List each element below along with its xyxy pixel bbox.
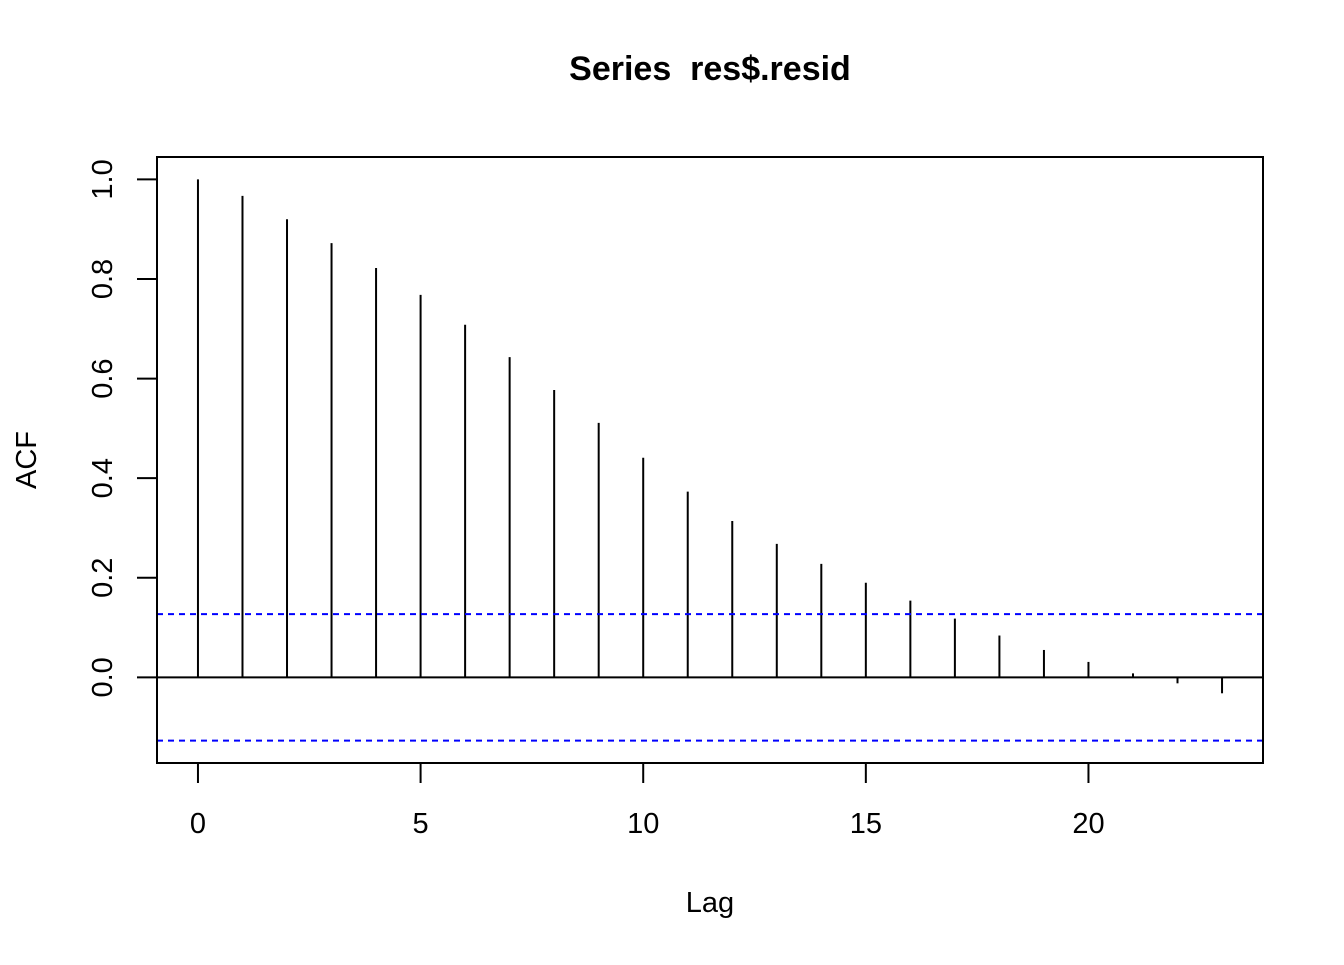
y-tick-label-1: 0.2 bbox=[87, 558, 119, 598]
y-tick-label-3: 0.6 bbox=[87, 358, 119, 398]
y-tick-label-4: 0.8 bbox=[87, 259, 119, 299]
x-tick-label-5: 5 bbox=[413, 808, 429, 840]
y-tick-label-5: 1.0 bbox=[87, 159, 119, 199]
x-tick-label-10: 10 bbox=[627, 808, 659, 840]
x-tick-label-20: 20 bbox=[1072, 808, 1104, 840]
acf-bars bbox=[196, 179, 1224, 694]
x-axis: 0 5 10 15 20 bbox=[190, 762, 1105, 840]
x-tick-label-15: 15 bbox=[850, 808, 882, 840]
y-axis: 0.0 0.2 0.4 0.6 0.8 1.0 bbox=[87, 159, 158, 698]
chart-title: Series res$.resid bbox=[569, 50, 851, 88]
y-tick-label-2: 0.4 bbox=[87, 458, 119, 498]
y-tick-label-0: 0.0 bbox=[87, 657, 119, 697]
confidence-bands bbox=[157, 613, 1263, 742]
y-axis-label: ACF bbox=[11, 431, 43, 489]
plot-frame bbox=[156, 156, 1264, 764]
x-axis-label: Lag bbox=[686, 887, 734, 919]
x-tick-label-0: 0 bbox=[190, 808, 206, 840]
